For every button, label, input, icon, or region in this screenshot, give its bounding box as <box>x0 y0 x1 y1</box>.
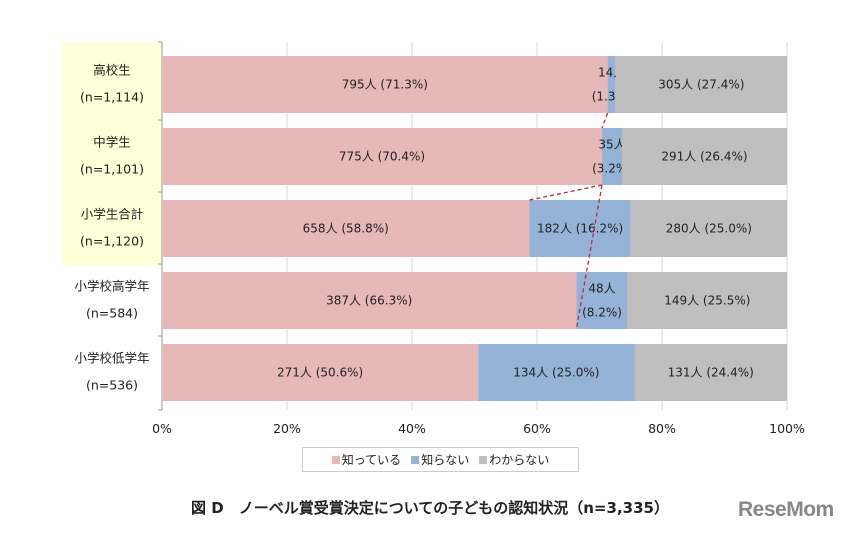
legend-swatch <box>479 456 488 464</box>
connector-line <box>575 184 603 330</box>
data-label: 149人 (25.5%) <box>664 294 750 308</box>
legend-item: 知っている <box>331 451 402 468</box>
legend-item: わからない <box>479 451 549 468</box>
bar-segment <box>162 344 479 401</box>
data-label: 305人 (27.4%) <box>658 78 744 92</box>
legend-swatch <box>411 456 420 464</box>
chart-title: 図 D ノーベル賞受賞決定についての子どもの認知状況（n=3,335） <box>191 499 669 517</box>
category-n-label: (n=584) <box>86 306 138 321</box>
category-label: 小学校低学年 <box>74 351 149 366</box>
data-label: 280人 (25.0%) <box>666 222 752 236</box>
legend-swatch <box>331 456 340 464</box>
bar-segment <box>630 200 787 257</box>
bar-segment <box>602 128 622 185</box>
data-label: 134人 (25.0%) <box>513 366 599 380</box>
data-label: 271人 (50.6%) <box>277 366 363 380</box>
x-tick-label: 20% <box>273 421 301 436</box>
data-label: (3.2%) <box>592 162 632 176</box>
data-label: 48人 <box>588 282 615 296</box>
category-n-label: (n=1,114) <box>80 90 144 105</box>
data-label: 182人 (16.2%) <box>537 222 623 236</box>
data-label: 131人 (24.4%) <box>668 366 754 380</box>
connector-line <box>529 184 603 201</box>
legend-label: 知っている <box>341 453 402 467</box>
bar-segment <box>162 272 577 329</box>
category-label: 高校生 <box>93 63 131 78</box>
category-label: 小学校高学年 <box>74 279 149 294</box>
category-label: 中学生 <box>93 135 131 150</box>
bar-segment <box>607 56 616 113</box>
data-label: (8.2%) <box>582 306 622 320</box>
bar-segment <box>615 56 787 113</box>
x-tick-label: 80% <box>648 421 676 436</box>
legend-label: 知らない <box>421 453 470 467</box>
bar-segment <box>162 128 602 185</box>
data-label: 387人 (66.3%) <box>326 294 412 308</box>
x-tick-label: 100% <box>769 421 805 436</box>
category-label: 小学生合計 <box>81 207 144 222</box>
data-label: 658人 (58.8%) <box>303 222 389 236</box>
data-label: 35人 <box>598 138 625 152</box>
data-label: 775人 (70.4%) <box>339 150 425 164</box>
bar-segment <box>529 200 631 257</box>
bar-segment <box>478 344 635 401</box>
bar-segment <box>162 56 608 113</box>
legend-label: わからない <box>489 453 550 467</box>
data-label: 795人 (71.3%) <box>342 78 428 92</box>
category-n-label: (n=536) <box>86 378 138 393</box>
bar-segment <box>162 200 530 257</box>
x-tick-label: 40% <box>398 421 426 436</box>
resemom-logo: ReseMom <box>738 498 834 521</box>
connector-line <box>601 112 609 129</box>
bar-segment <box>634 344 787 401</box>
x-tick-label: 60% <box>523 421 551 436</box>
bar-segment <box>627 272 787 329</box>
category-n-label: (n=1,120) <box>80 234 144 249</box>
x-tick-label: 0% <box>152 421 172 436</box>
legend-item: 知らない <box>411 451 469 468</box>
legend: 知っている 知らない わからない <box>302 447 579 472</box>
bar-segment <box>622 128 787 185</box>
category-n-label: (n=1,101) <box>80 162 144 177</box>
data-label: 291人 (26.4%) <box>661 150 747 164</box>
